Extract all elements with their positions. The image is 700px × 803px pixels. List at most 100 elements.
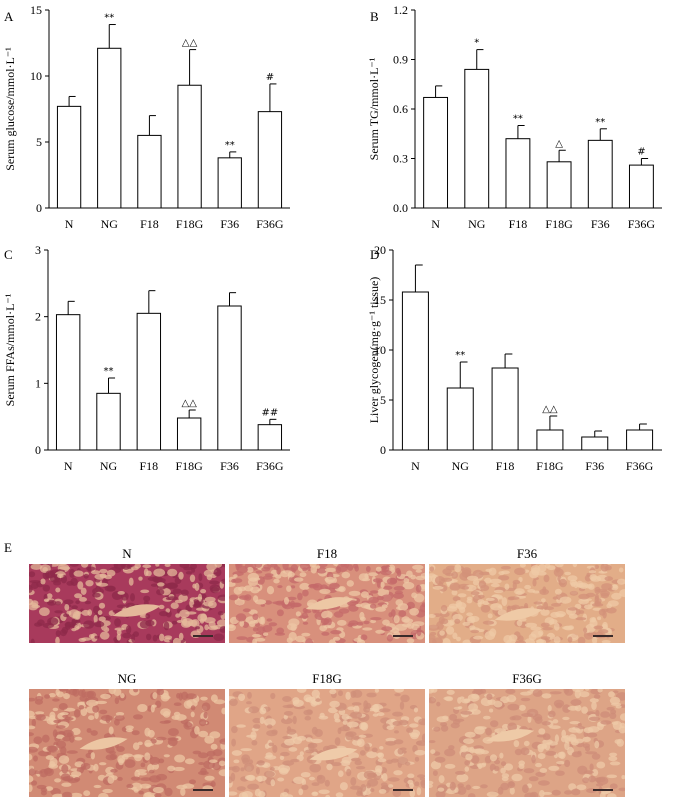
chart-c-significance-mark: △△ (181, 398, 197, 409)
chart-a-x-tick-label: N (65, 217, 74, 231)
photo-label-n: N (122, 546, 132, 561)
chart-c-bar-ng (96, 392, 121, 451)
chart-d-y-axis-label: Liver glycogen(mg·g⁻¹ tissue) (367, 277, 381, 424)
histology-image-f18 (229, 564, 425, 643)
chart-a-significance-mark: # (266, 72, 274, 83)
chart-a-bar-f18 (137, 134, 162, 209)
chart-d-y-tick-label: 15 (374, 293, 386, 307)
chart-c-x-tick-label: N (64, 459, 73, 473)
chart-c-x-tick-label: F18 (139, 459, 158, 473)
chart-a-bar-f36 (217, 157, 242, 209)
chart-a-x-tick-label: F36 (220, 217, 239, 231)
chart-d-x-tick-label: F18 (496, 459, 515, 473)
chart-d-y-tick-label: 10 (374, 343, 386, 357)
chart-d-panel-letter: D (370, 247, 379, 262)
chart-d-x-tick-label: F18G (536, 459, 564, 473)
panel-letter-e: E (4, 540, 12, 555)
chart-d-bar-ng (446, 387, 474, 451)
chart-c-bar-n (55, 314, 81, 451)
chart-c-x-tick-label: NG (100, 459, 118, 473)
chart-c-bar-f36g (257, 424, 283, 451)
chart-c-bar-f36 (217, 305, 242, 451)
photo-label-f18: F18 (316, 546, 338, 561)
chart-a-y-tick-label: 5 (36, 135, 42, 149)
chart-b-significance-mark: ** (513, 114, 523, 125)
chart-a-significance-mark: ** (225, 140, 235, 151)
chart-b-y-tick-label: 0.6 (393, 102, 408, 116)
chart-b-significance-mark: ** (595, 117, 605, 128)
chart-d-x-tick-label: F36G (626, 459, 654, 473)
chart-d-significance-mark: ** (455, 350, 465, 361)
photo-label-f36g: F36G (512, 671, 542, 686)
chart-a-panel-letter: A (4, 9, 14, 24)
chart-a-x-tick-label: F18G (176, 217, 204, 231)
chart-d-y-tick-label: 5 (380, 393, 386, 407)
chart-b-x-tick-label: F18 (509, 217, 528, 231)
chart-d-bar-f18 (491, 367, 519, 451)
scale-bar (193, 789, 213, 791)
chart-d-x-tick-label: F36 (585, 459, 604, 473)
chart-a-bar-f36g (257, 111, 283, 209)
chart-c-x-tick-label: F36 (220, 459, 239, 473)
chart-a-x-tick-label: F36G (256, 217, 284, 231)
histology-image-f36g (429, 689, 625, 797)
chart-b-x-tick-label: F36G (628, 217, 656, 231)
scale-bar (593, 635, 613, 637)
chart-b-y-tick-label: 0.9 (393, 53, 408, 67)
chart-d-bar-f18g (536, 429, 564, 451)
scale-bar (393, 789, 413, 791)
chart-b-x-tick-label: N (431, 217, 440, 231)
chart-d-x-tick-label: NG (452, 459, 470, 473)
chart-b-x-tick-label: NG (468, 217, 486, 231)
scale-bar (193, 635, 213, 637)
scale-bar (393, 635, 413, 637)
chart-b-bar-ng (464, 68, 490, 209)
photo-label-ng: NG (117, 671, 137, 686)
chart-a-significance-mark: △△ (182, 38, 198, 49)
chart-b-bar-f18 (505, 138, 531, 209)
chart-c-x-tick-label: F36G (256, 459, 284, 473)
chart-b-significance-mark: # (637, 147, 645, 158)
chart-b-y-tick-label: 0.0 (393, 201, 408, 215)
chart-b-bar-n (423, 96, 449, 209)
chart-a-bar-n (56, 105, 82, 209)
chart-b-significance-mark: △ (555, 138, 563, 149)
chart-b-x-tick-label: F36 (591, 217, 610, 231)
chart-d-x-tick-label: N (411, 459, 420, 473)
chart-c-x-tick-label: F18G (175, 459, 203, 473)
chart-c-y-tick-label: 3 (35, 243, 41, 257)
chart-a-bar-f18g (177, 84, 202, 209)
chart-b-y-tick-label: 1.2 (393, 3, 408, 17)
chart-b-bar-f36 (587, 139, 613, 209)
chart-b-x-tick-label: F18G (545, 217, 573, 231)
chart-c-significance-mark: ## (261, 407, 278, 418)
chart-c-y-tick-label: 0 (35, 443, 41, 457)
photo-label-f36: F36 (516, 546, 538, 561)
chart-d-y-tick-label: 0 (380, 443, 386, 457)
chart-d-significance-mark: △△ (542, 404, 558, 415)
scale-bar (593, 789, 613, 791)
chart-a-x-tick-label: NG (101, 217, 119, 231)
chart-c-significance-mark: ** (104, 366, 114, 377)
chart-c-panel-letter: C (4, 247, 13, 262)
chart-a-bar-ng (97, 47, 122, 209)
histology-image-ng (29, 689, 225, 797)
chart-a-y-axis-label: Serum glucose/mmol·L⁻¹ (3, 47, 17, 171)
chart-b-y-axis-label: Serum TG/mmol·L⁻¹ (367, 57, 381, 160)
chart-c-y-tick-label: 2 (35, 310, 41, 324)
histology-image-f36 (429, 564, 625, 643)
chart-c-bar-f18 (136, 312, 162, 451)
chart-a-y-tick-label: 10 (30, 69, 42, 83)
photo-label-f18g: F18G (312, 671, 342, 686)
chart-a-x-tick-label: F18 (140, 217, 159, 231)
histology-image-f18g (229, 689, 425, 797)
chart-b-significance-mark: * (474, 38, 479, 49)
chart-b-y-tick-label: 0.3 (393, 152, 408, 166)
chart-d-bar-f36 (581, 436, 609, 451)
chart-c-y-tick-label: 1 (35, 376, 41, 390)
chart-a-significance-mark: ** (104, 13, 114, 24)
histology-image-n (29, 564, 225, 643)
chart-c-bar-f18g (176, 417, 202, 451)
chart-b-bar-f36g (628, 164, 654, 209)
